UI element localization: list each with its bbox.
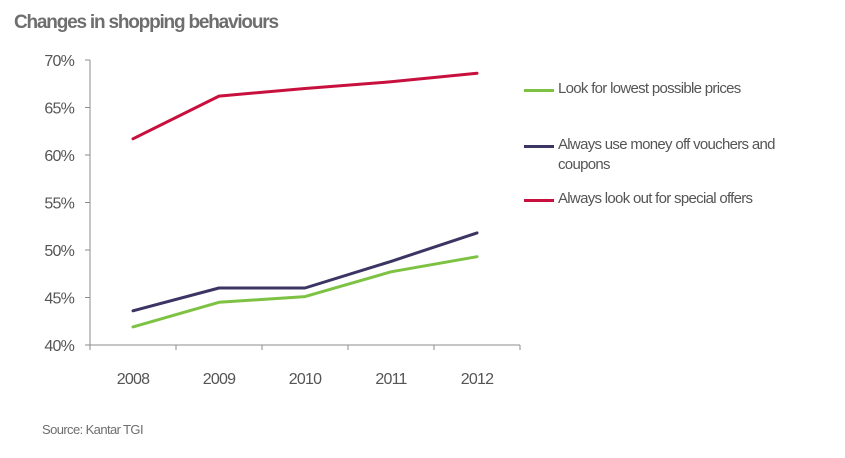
chart-axes: 40% 45% 50% 55% 60% 65% 70% 2008 2009 2010 2011 201…: [44, 53, 521, 388]
legend-item-special-offers: Always look out for special offers: [524, 189, 824, 209]
legend-item-lowest-prices: Look for lowest possible prices: [524, 79, 824, 99]
x-tick-label: 2012: [461, 371, 494, 388]
series-line-2: [131, 71, 479, 141]
y-tick-label: 65%: [44, 101, 74, 118]
legend-label: Look for lowest possible prices: [558, 80, 741, 97]
y-tick-label: 55%: [44, 196, 74, 213]
x-tick-label: 2008: [117, 371, 150, 388]
chart-title: Changes in shopping behaviours: [14, 12, 279, 33]
legend-swatch: [524, 145, 554, 148]
legend-swatch: [524, 199, 554, 202]
y-tick-label: 70%: [44, 53, 74, 70]
legend-label: Always look out for special offers: [558, 190, 753, 207]
y-tick-label: 60%: [44, 148, 74, 165]
x-tick-label: 2010: [289, 371, 322, 388]
y-tick-label: 40%: [44, 338, 74, 355]
y-tick-label: 50%: [44, 243, 74, 260]
x-tick-label: 2011: [375, 371, 407, 388]
series-line-1: [131, 231, 479, 313]
source-note: Source: Kantar TGI: [42, 422, 144, 437]
legend-label: Always use money off vouchers and coupon…: [558, 136, 775, 173]
legend-item-vouchers: Always use money off vouchers and coupon…: [524, 135, 824, 175]
series-line-0: [131, 255, 479, 329]
y-tick-label: 45%: [44, 291, 74, 308]
legend-swatch: [524, 89, 554, 92]
chart-series: [131, 71, 479, 329]
x-tick-label: 2009: [203, 371, 236, 388]
